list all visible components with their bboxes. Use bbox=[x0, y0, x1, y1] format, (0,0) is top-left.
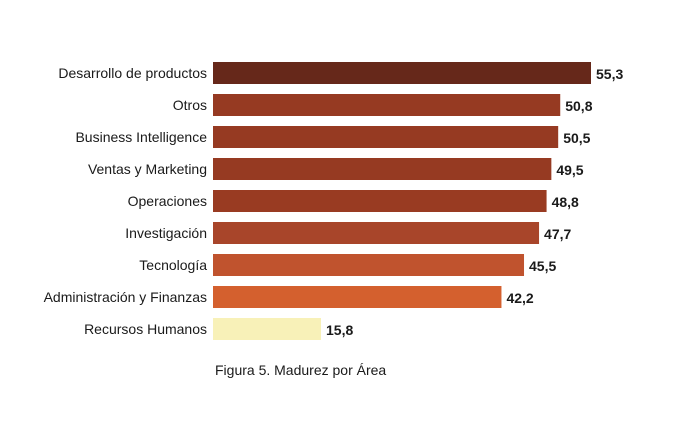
bar-chart: Desarrollo de productos 55,3 Otros 50,8 Busi… bbox=[44, 62, 623, 340]
category-label: Investigación bbox=[125, 225, 207, 241]
bar-6 bbox=[213, 254, 525, 276]
category-label: Operaciones bbox=[128, 193, 207, 209]
category-label: Business Intelligence bbox=[75, 129, 207, 145]
category-label: Desarrollo de productos bbox=[58, 65, 207, 81]
value-label: 42,2 bbox=[506, 290, 533, 306]
value-label: 50,8 bbox=[565, 98, 592, 114]
value-label: 45,5 bbox=[529, 258, 556, 274]
bar-4 bbox=[213, 190, 547, 212]
category-label: Recursos Humanos bbox=[84, 321, 207, 337]
category-label: Administración y Finanzas bbox=[44, 289, 207, 305]
bar-5 bbox=[213, 222, 540, 244]
bar-7 bbox=[213, 286, 502, 308]
bar-8 bbox=[213, 318, 321, 340]
bar-2 bbox=[213, 126, 559, 148]
value-label: 15,8 bbox=[326, 322, 353, 338]
value-label: 48,8 bbox=[552, 194, 579, 210]
value-label: 49,5 bbox=[556, 162, 583, 178]
figure-caption: Figura 5. Madurez por Área bbox=[215, 362, 387, 378]
category-label: Ventas y Marketing bbox=[88, 161, 207, 177]
category-label: Otros bbox=[173, 97, 207, 113]
category-label: Tecnología bbox=[139, 257, 207, 273]
value-label: 55,3 bbox=[596, 66, 623, 82]
value-label: 50,5 bbox=[563, 130, 590, 146]
bar-3 bbox=[213, 158, 552, 180]
bar-0 bbox=[213, 62, 591, 84]
value-label: 47,7 bbox=[544, 226, 571, 242]
bar-1 bbox=[213, 94, 561, 116]
